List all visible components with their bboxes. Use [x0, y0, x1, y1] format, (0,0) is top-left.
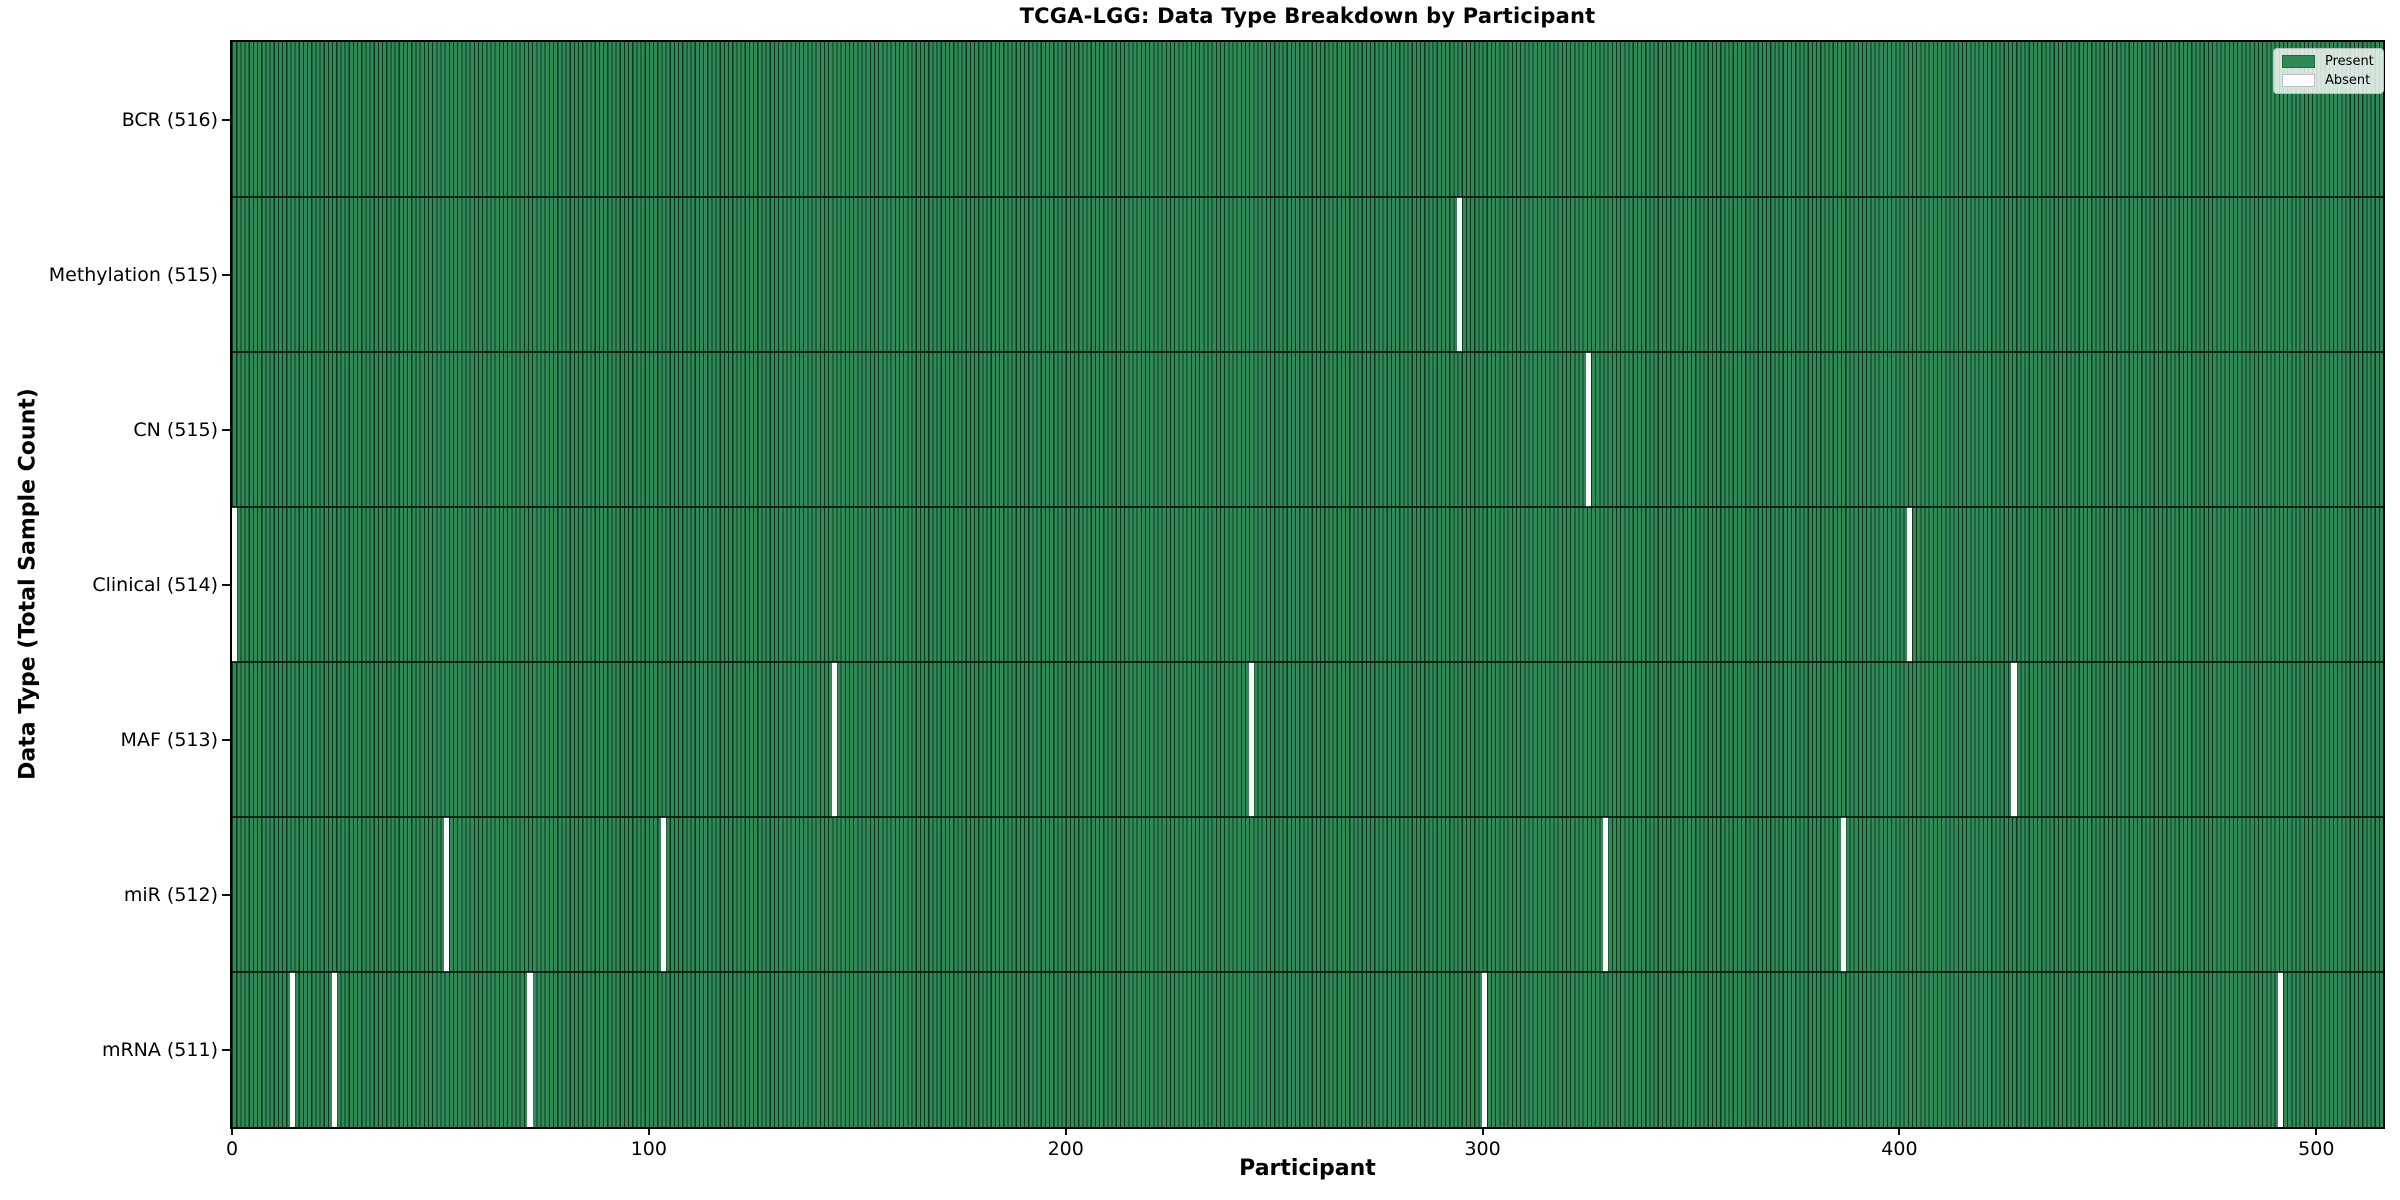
y-tick-mark	[222, 118, 230, 121]
x-tick-label: 200	[1047, 1138, 1084, 1160]
row-divider	[232, 971, 2383, 973]
present-swatch	[2282, 55, 2315, 68]
y-tick-mark	[222, 893, 230, 896]
y-tick-label-CN: CN (515)	[133, 418, 218, 441]
y-tick-label-MAF: MAF (513)	[120, 728, 218, 751]
absent-gap-miR-386	[1840, 817, 1846, 972]
chart-title: TCGA-LGG: Data Type Breakdown by Partici…	[1019, 4, 1596, 28]
heatmap-row-Clinical	[232, 507, 2383, 662]
x-tick-mark	[1481, 1127, 1484, 1135]
y-tick-label-BCR: BCR (516)	[121, 108, 218, 131]
absent-gap-mRNA-491	[2278, 972, 2284, 1127]
y-tick-label-Methylation: Methylation (515)	[48, 263, 218, 286]
x-tick-label: 100	[630, 1138, 667, 1160]
x-tick-mark	[647, 1127, 650, 1135]
x-tick-mark	[231, 1127, 233, 1135]
row-divider	[232, 506, 2383, 508]
y-tick-label-miR: miR (512)	[123, 883, 218, 906]
absent-gap-MAF-244	[1248, 662, 1254, 817]
y-tick-label-mRNA: mRNA (511)	[101, 1038, 218, 1061]
absent-gap-mRNA-24	[331, 972, 337, 1127]
absent-gap-MAF-144	[831, 662, 837, 817]
x-tick-label: 0	[225, 1138, 239, 1160]
absent-gap-miR-103	[660, 817, 667, 972]
heatmap-row-Methylation	[232, 197, 2383, 352]
heatmap-row-CN	[232, 352, 2383, 507]
y-tick-mark	[222, 428, 230, 431]
absent-gap-MAF-427	[2011, 662, 2017, 817]
absent-swatch	[2282, 74, 2315, 87]
absent-gap-miR-51	[444, 817, 450, 972]
x-tick-mark	[1898, 1127, 1901, 1135]
absent-gap-CN-325	[1586, 352, 1592, 507]
heatmap-row-BCR	[232, 42, 2383, 197]
legend-entry-absent: Absent	[2282, 74, 2374, 87]
legend: Present Absent	[2273, 48, 2384, 94]
x-tick-label: 500	[2298, 1138, 2335, 1160]
absent-gap-Clinical-402	[1907, 507, 1913, 662]
plot-area	[232, 42, 2383, 1127]
x-tick-mark	[1064, 1127, 1067, 1135]
absent-gap-Clinical-0	[232, 507, 238, 662]
absent-gap-miR-329	[1602, 817, 1609, 972]
row-divider	[232, 816, 2383, 818]
heatmap-row-miR	[232, 817, 2383, 972]
row-divider	[232, 351, 2383, 353]
absent-gap-mRNA-14	[289, 972, 296, 1127]
x-tick-label: 300	[1464, 1138, 1501, 1160]
heatmap-row-mRNA	[232, 972, 2383, 1127]
y-tick-label-Clinical: Clinical (514)	[92, 573, 218, 596]
legend-label-present: Present	[2325, 54, 2374, 69]
row-divider	[232, 661, 2383, 663]
legend-label-absent: Absent	[2325, 73, 2371, 88]
row-divider	[232, 196, 2383, 198]
y-tick-mark	[222, 1048, 230, 1051]
x-tick-mark	[2315, 1127, 2318, 1135]
heatmap-row-MAF	[232, 662, 2383, 817]
absent-gap-mRNA-300	[1482, 972, 1488, 1127]
absent-gap-mRNA-71	[527, 972, 533, 1127]
x-tick-label: 400	[1881, 1138, 1918, 1160]
y-tick-mark	[222, 273, 230, 276]
x-axis-label: Participant	[1239, 1156, 1376, 1181]
absent-gap-Methylation-294	[1457, 197, 1463, 352]
y-tick-mark	[222, 583, 230, 586]
legend-entry-present: Present	[2282, 55, 2374, 68]
y-tick-mark	[222, 738, 230, 741]
